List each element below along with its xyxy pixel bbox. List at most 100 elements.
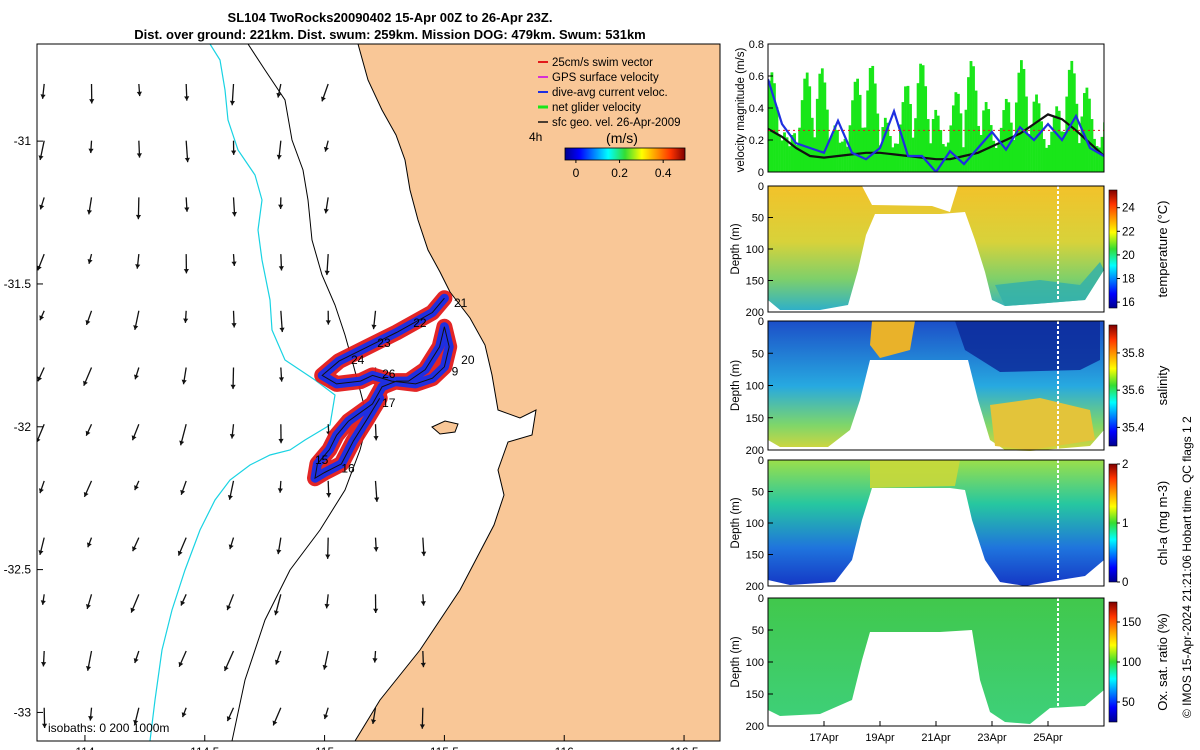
- section-colorbar: [1108, 324, 1118, 447]
- net-velocity-bar: [838, 142, 842, 172]
- day-label: 15: [315, 453, 329, 467]
- geo-vector-head: [322, 664, 328, 670]
- velocity-sfc_geo-line: [768, 113, 1104, 161]
- colorbar-ticks: 0 0.2 0.4: [573, 160, 672, 180]
- geo-vector-head: [88, 148, 94, 154]
- salinity-high-surface: [870, 321, 915, 358]
- section-y-tick-label: 200: [746, 445, 764, 457]
- geo-vector-head: [180, 600, 186, 606]
- geo-vector-head: [37, 265, 42, 271]
- geo-vector-head: [41, 723, 48, 729]
- map-colorbar: 4h (m/s) 0 0.2 0.4: [529, 130, 686, 180]
- net-velocity-bar: [846, 146, 849, 172]
- net-velocity-bar: [861, 127, 865, 172]
- svg-text:dive-avg current veloc.: dive-avg current veloc.: [552, 87, 668, 99]
- oxygen-data: [768, 598, 1104, 724]
- svg-text:GPS surface velocity: GPS surface velocity: [552, 72, 659, 84]
- section-y-tick-label: 50: [752, 487, 764, 499]
- section-y-tick-label: 0: [758, 181, 764, 193]
- geo-vector-head: [420, 601, 426, 606]
- geo-vector-head: [279, 327, 285, 333]
- net-velocity-bar: [939, 130, 943, 172]
- geo-vector-head: [276, 92, 282, 98]
- geo-vector-head: [231, 150, 237, 155]
- geo-vector-head: [226, 716, 232, 722]
- net-velocity-bar: [954, 92, 958, 172]
- colorbar-unit: (m/s): [606, 130, 638, 146]
- geo-vector-head: [370, 719, 377, 724]
- geo-vector-head: [183, 318, 189, 323]
- net-velocity-bar: [962, 147, 965, 172]
- section-colorbar-tick-label: 0: [1122, 577, 1128, 589]
- section-y-tick-label: 0: [758, 455, 764, 467]
- geo-vector-head: [89, 99, 95, 104]
- net-velocity-bar: [1075, 103, 1079, 172]
- legend-entry-dive-avg: dive-avg current veloc.: [538, 87, 668, 99]
- net-velocity-bar: [972, 66, 975, 172]
- net-velocity-bar: [820, 68, 824, 172]
- day-label: 23: [377, 336, 391, 350]
- geo-vector-head: [373, 547, 379, 552]
- geostrophic-arrows: [37, 83, 427, 729]
- net-velocity-bar: [770, 72, 774, 172]
- section-colorbar-tick-label: 2: [1122, 459, 1128, 471]
- net-velocity-bar: [924, 86, 928, 172]
- net-velocity-bar: [989, 125, 993, 172]
- map-x-tick-label: 114.5: [190, 745, 219, 750]
- velocity-panel: 0 0.2 0.4 0.6 0.8 velocity magnitude (m/s): [735, 39, 1105, 179]
- day-label: 21: [454, 296, 468, 310]
- salinity-panel: [768, 321, 1104, 451]
- net-velocity-bar: [1012, 139, 1016, 172]
- section-y-tick-label: 100: [746, 518, 764, 530]
- figure-title: SL104 TwoRocks20090402 15-Apr 00Z to 26-…: [227, 10, 553, 25]
- map-y-tick-label: -32.5: [4, 563, 32, 577]
- geo-vector-head: [231, 323, 237, 328]
- map-x-ticks: 114 114.5 115 115.5 116 116.5: [75, 735, 699, 750]
- geo-vector-head: [86, 209, 93, 215]
- geo-vector-head: [326, 492, 332, 498]
- section-y-tick-label: 100: [746, 381, 764, 393]
- net-velocity-bar: [934, 109, 938, 172]
- geo-vector-head: [231, 261, 237, 266]
- oxygen-panel: [768, 598, 1104, 724]
- net-velocity-bar: [964, 109, 968, 172]
- temperature-data: [768, 186, 1104, 310]
- section-colorbar-tick-label: 1: [1122, 518, 1128, 530]
- isobaths-label: isobaths: 0 200 1000m: [48, 721, 169, 735]
- net-velocity-bar: [1060, 131, 1064, 172]
- net-velocity-bar: [803, 78, 807, 172]
- net-velocity-bar: [881, 127, 885, 172]
- geo-vector-head: [324, 270, 330, 276]
- geo-vector-head: [40, 94, 46, 99]
- geo-vector-head: [420, 662, 426, 668]
- net-velocity-bar: [941, 144, 945, 172]
- section-y-tick-label: 100: [746, 244, 764, 256]
- geo-vector-head: [324, 603, 330, 609]
- geo-vector-head: [136, 91, 142, 97]
- net-velocity-bar: [780, 140, 784, 172]
- geo-vector-head: [177, 550, 183, 556]
- net-velocity-bar: [1055, 106, 1059, 172]
- geo-vector-head: [323, 208, 329, 214]
- net-velocity-bar: [768, 80, 771, 172]
- section-y-tick-label: 50: [752, 348, 764, 360]
- net-velocity-bar: [1077, 143, 1081, 172]
- net-velocity-bar: [886, 122, 890, 172]
- map-y-tick-label: -32: [14, 420, 32, 434]
- section-colorbar-tick-label: 24: [1122, 203, 1135, 215]
- section-ylabel: Depth (m): [730, 360, 742, 411]
- geo-vector-head: [373, 608, 379, 614]
- net-velocity-bar: [914, 118, 917, 172]
- net-velocity-bar: [926, 119, 930, 172]
- net-velocity-bar: [813, 137, 817, 172]
- net-velocity-bar: [979, 134, 983, 172]
- net-velocity-bar: [1020, 60, 1023, 172]
- net-velocity-bar: [921, 65, 925, 172]
- net-velocity-bar: [876, 113, 880, 172]
- net-velocity-bar: [871, 65, 875, 172]
- section-ylabel: Depth (m): [730, 636, 742, 687]
- net-velocity-bar: [1007, 102, 1011, 172]
- geo-vector-head: [183, 269, 189, 274]
- geo-vector-head: [371, 324, 377, 330]
